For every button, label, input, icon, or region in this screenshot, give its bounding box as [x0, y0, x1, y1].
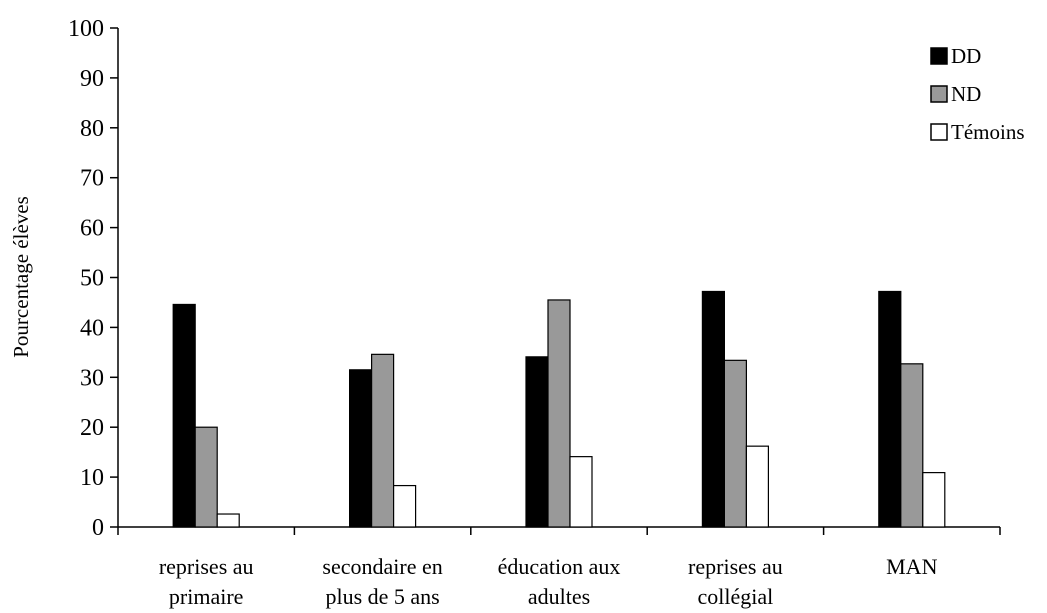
y-tick-label: 10 [80, 465, 104, 491]
y-axis: 0 10 20 30 40 50 60 70 80 90 100 [68, 16, 119, 541]
bar-nd-2 [371, 353, 395, 528]
bar-tmoins-2 [393, 484, 417, 528]
y-tick-label: 40 [80, 315, 104, 341]
y-tick-label: 70 [80, 166, 104, 192]
y-tick-label: 100 [68, 16, 104, 42]
x-axis: reprises au primaire secondaire en plus de … [117, 526, 1001, 609]
x-tick-label: collégial [698, 584, 774, 609]
legend-label: ND [951, 82, 981, 106]
bar-nd-1 [194, 426, 218, 528]
bar-tmoins-5 [922, 472, 946, 528]
bar-nd-4 [723, 359, 748, 528]
bar-dd-5 [878, 290, 902, 528]
legend-swatch [930, 85, 948, 103]
legend-label: DD [951, 44, 981, 68]
x-tick-label: adultes [528, 584, 590, 609]
y-tick-label: 50 [80, 266, 104, 292]
legend-swatch [930, 47, 948, 65]
x-tick-label: éducation aux [498, 554, 621, 579]
y-tick-label: 20 [80, 415, 104, 441]
x-tick-label: reprises au [159, 554, 254, 579]
bar-tmoins-4 [745, 445, 770, 528]
y-tick-label: 0 [92, 515, 104, 541]
x-tick-label: reprises au [688, 554, 783, 579]
bar-dd-4 [701, 290, 726, 528]
bar-tmoins-1 [216, 513, 240, 528]
legend-label: Témoins [951, 120, 1025, 144]
bar-dd-1 [172, 303, 196, 528]
bar-dd-2 [349, 369, 373, 528]
x-tick-label: MAN [886, 554, 937, 579]
bar-nd-5 [900, 363, 924, 528]
x-tick-label: primaire [169, 584, 244, 609]
bar-dd-3 [525, 356, 549, 528]
bar-nd-3 [547, 299, 571, 528]
bars [172, 290, 946, 528]
legend-swatch [930, 123, 948, 141]
y-tick-label: 90 [80, 66, 104, 92]
bar-tmoins-3 [569, 456, 593, 528]
y-tick-label: 30 [80, 365, 104, 391]
x-tick-label: plus de 5 ans [325, 584, 439, 609]
y-tick-label: 80 [80, 116, 104, 142]
legend: DD ND Témoins [930, 44, 1025, 144]
y-tick-label: 60 [80, 216, 104, 242]
x-tick-label: secondaire en [322, 554, 442, 579]
y-axis-label: Pourcentage élèves [9, 196, 33, 358]
